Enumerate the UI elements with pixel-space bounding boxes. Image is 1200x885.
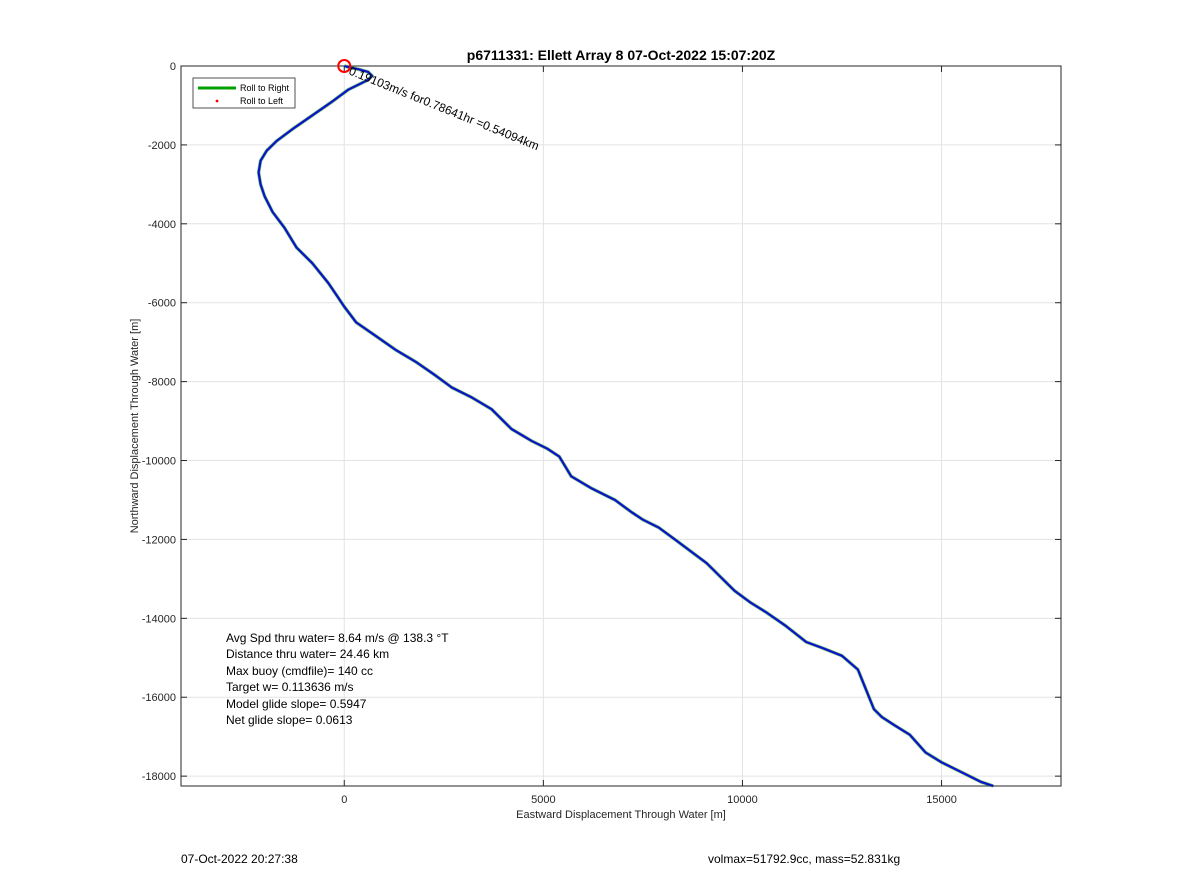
y-tick-label: -4000: [148, 219, 176, 231]
legend-label-roll-right: Roll to Right: [240, 83, 290, 93]
stats-line: Target w= 0.113636 m/s: [226, 680, 354, 694]
x-tick-label: 15000: [926, 794, 957, 806]
footer-vehicle-params: volmax=51792.9cc, mass=52.831kg: [708, 852, 901, 866]
markers: [337, 59, 352, 73]
legend-label-roll-left: Roll to Left: [240, 96, 284, 106]
y-tick-label: -12000: [142, 534, 176, 546]
x-axis-label: Eastward Displacement Through Water [m]: [516, 809, 726, 821]
series-line: [257, 64, 994, 788]
y-tick-label: 0: [170, 61, 176, 73]
footer-timestamp: 07-Oct-2022 20:27:38: [181, 852, 298, 866]
y-tick-label: -8000: [148, 377, 176, 389]
chart-title: p6711331: Ellett Array 8 07-Oct-2022 15:…: [467, 47, 776, 63]
stats-line: Distance thru water= 24.46 km: [226, 647, 389, 661]
y-tick-label: -10000: [142, 456, 176, 468]
ticks: 0 5000 10000 15000 0 -2000 -4000 -6000 -8000 -100…: [142, 61, 1061, 806]
start-marker: [337, 59, 352, 73]
legend-box: [192, 77, 296, 109]
x-tick-label: 10000: [727, 794, 758, 806]
y-axis-label: Northward Displacement Through Water [m]: [129, 319, 141, 534]
y-tick-label: -16000: [142, 692, 176, 704]
series-group: [256, 64, 994, 788]
x-tick-label: 0: [341, 794, 347, 806]
legend: Roll to Right Roll to Left: [192, 77, 296, 109]
stats-line: Avg Spd thru water= 8.64 m/s @ 138.3 °T: [226, 631, 449, 645]
stats-block: Avg Spd thru water= 8.64 m/s @ 138.3 °T …: [226, 631, 449, 727]
axes-box: [180, 65, 1062, 787]
legend-swatch-roll-left: [215, 99, 219, 103]
stats-line: Model glide slope= 0.5947: [226, 697, 367, 711]
stats-line: Net glide slope= 0.0613: [226, 713, 353, 727]
x-tick-label: 5000: [531, 794, 555, 806]
y-tick-label: -6000: [148, 298, 176, 310]
stats-line: Max buoy (cmdfile)= 140 cc: [226, 664, 373, 678]
y-tick-label: -2000: [148, 140, 176, 152]
y-tick-label: -18000: [142, 771, 176, 783]
y-tick-label: -14000: [142, 613, 176, 625]
